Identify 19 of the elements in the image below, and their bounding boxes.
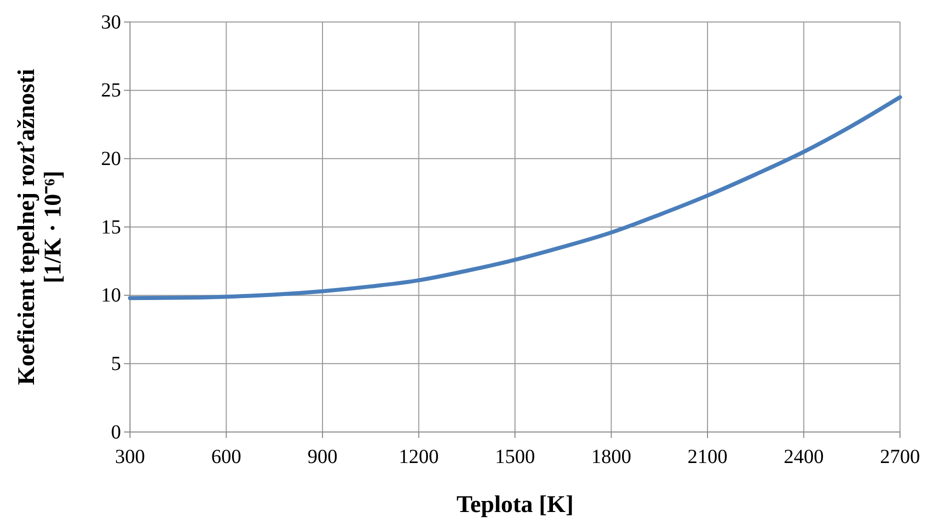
y-tick-label: 25 [101, 80, 121, 102]
y-tick-label: 10 [101, 284, 121, 307]
x-tick-label: 900 [308, 446, 338, 468]
x-tick-label: 600 [211, 446, 242, 468]
y-tick-label: 5 [111, 353, 121, 376]
y-tick-label: 15 [101, 216, 121, 238]
x-tick-label: 2700 [880, 446, 920, 468]
x-tick-label: 1500 [495, 446, 535, 468]
y-tick-label: 30 [101, 11, 121, 34]
y-tick-label: 20 [101, 148, 121, 170]
x-tick-label: 1200 [398, 446, 439, 468]
x-tick-label: 300 [115, 446, 145, 468]
x-tick-label: 2400 [784, 446, 824, 468]
x-tick-label: 2100 [688, 446, 728, 468]
line-series [128, 95, 902, 300]
x-tick-label: 1800 [591, 446, 632, 468]
x-axis-title: Teplota [K] [456, 492, 574, 518]
y-axis-title: Koeficient tepelnej rozťažnosti [1/K · 10⁻⁶] [14, 68, 66, 385]
y-tick-label: 0 [111, 421, 121, 444]
